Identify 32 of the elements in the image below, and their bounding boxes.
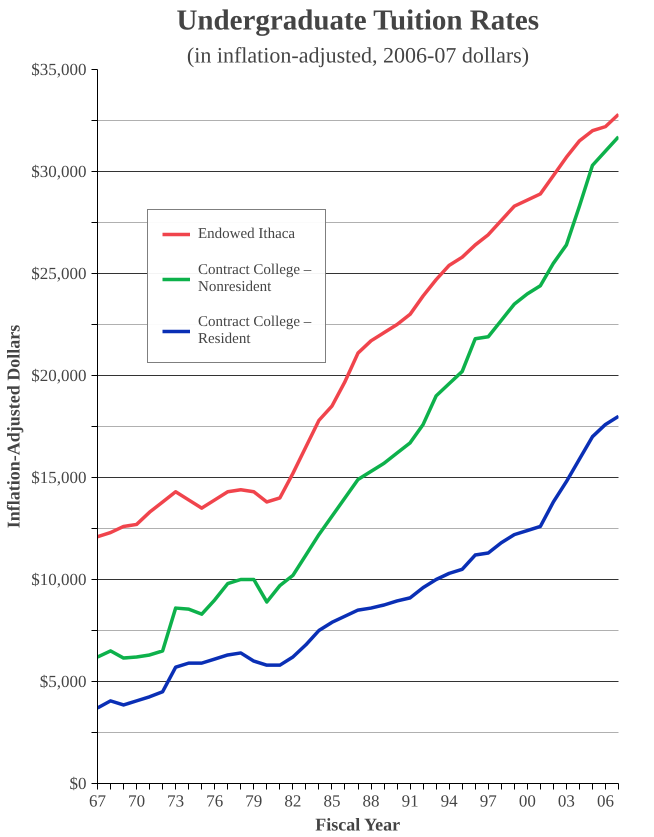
legend-label: Contract College – Nonresident [198,262,312,296]
x-tick-label: 94 [440,792,458,810]
x-tick-label: 73 [167,792,184,810]
y-tick-label: $15,000 [31,468,86,487]
y-tick-label: $30,000 [31,162,86,181]
x-tick-label: 03 [558,792,575,810]
legend-label: Endowed Ithaca [198,226,296,242]
y-tick-label: $25,000 [31,264,86,283]
y-tick-label: $5,000 [40,672,86,691]
x-tick-label: 00 [518,792,536,810]
chart-subtitle: (in inflation-adjusted, 2006-07 dollars) [186,42,530,68]
chart-title: Undergraduate Tuition Rates [176,4,540,36]
line-series [98,135,618,660]
y-tick-label: $10,000 [31,570,86,589]
x-tick-label: 85 [323,792,340,810]
x-tick-label: 06 [596,792,614,810]
y-tick-label: $20,000 [31,366,86,385]
line-series [98,414,618,710]
x-tick-label: 82 [284,792,302,810]
x-tick-label: 97 [480,792,498,810]
x-tick-label: 70 [128,792,146,810]
x-tick-label: 67 [89,792,106,810]
x-tick-label: 79 [245,792,262,810]
x-axis-title: Fiscal Year [315,814,400,834]
y-axis-title: Inflation-Adjusted Dollars [3,324,24,528]
y-tick-label: $35,000 [31,60,86,79]
legend-label: Contract College – Resident [198,314,312,348]
x-tick-label: 91 [402,792,419,810]
x-tick-label: 88 [362,792,380,810]
y-tick-label: $0 [70,774,86,793]
x-tick-label: 76 [206,792,224,810]
line-series [98,112,618,538]
